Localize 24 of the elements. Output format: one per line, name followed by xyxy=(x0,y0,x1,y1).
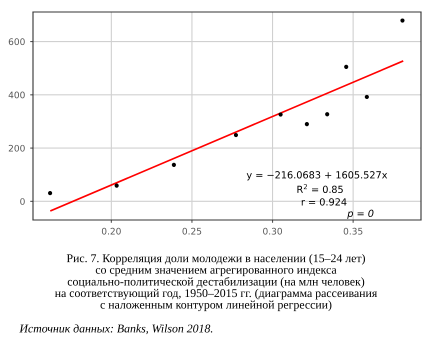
annotation: p = 0 xyxy=(347,210,374,219)
text: Источник данных: Banks, Wilson 2018. xyxy=(19,324,212,334)
y-tick-label: 200 xyxy=(8,144,25,152)
point xyxy=(304,122,309,126)
x-tick-label: 0.35 xyxy=(344,228,362,235)
point xyxy=(114,184,119,188)
y-tick-label: 600 xyxy=(8,38,25,46)
point xyxy=(400,18,405,23)
annotation: y = −216.0683 + 1605.527x xyxy=(246,171,388,180)
x-tick-label: 0.30 xyxy=(263,228,282,235)
y-tick-label: 400 xyxy=(8,92,25,98)
point xyxy=(364,94,369,100)
point xyxy=(234,132,238,138)
point xyxy=(278,112,283,117)
point xyxy=(48,191,52,196)
text: Рис. 7. Корреляция доли молодежи в населении (15–24 лет) со средним значением агрегированного индекса социально-политической дестабилизации (на млн человек) на соответствующий год, 1950–2015 гг. (диаграмма рассеивания с наложенным контуром линейной регрессии) xyxy=(54,254,378,312)
x-tick-label: 0.25 xyxy=(182,228,202,235)
point xyxy=(172,162,176,167)
point xyxy=(325,112,330,116)
x-tick-label: 0.20 xyxy=(102,228,121,235)
point xyxy=(344,64,348,69)
annotation: R$^{2}$ = 0.85 xyxy=(297,184,343,194)
annotation: r = 0.924 xyxy=(302,198,347,206)
y-tick-label: 0 xyxy=(20,198,25,205)
